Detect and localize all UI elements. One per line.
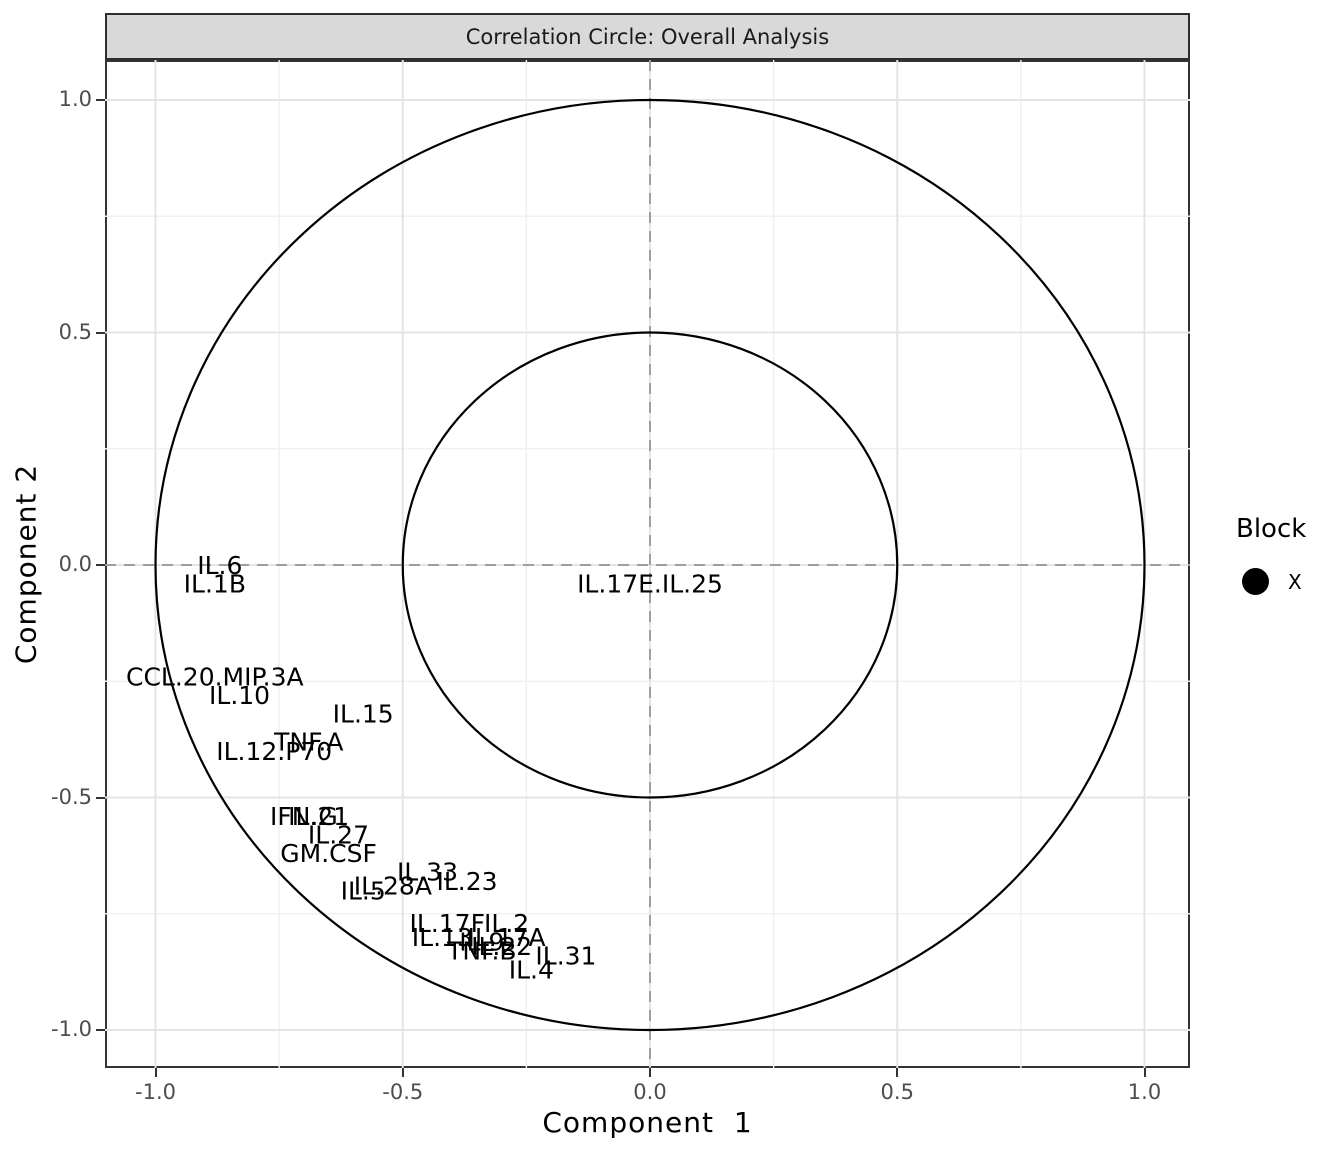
y-tick-label: 0.0: [58, 552, 92, 576]
y-tick-mark: [96, 564, 105, 566]
y-tick-mark: [96, 796, 105, 799]
variable-label: IL.6: [197, 551, 242, 580]
x-tick-mark: [1143, 1068, 1146, 1077]
x-tick-label: 0.5: [880, 1080, 914, 1104]
legend-key-circle-icon: [1242, 568, 1269, 595]
variable-label: IL.2: [484, 909, 529, 938]
correlation-circle-inner: [401, 331, 899, 799]
x-tick-label: 0.0: [633, 1080, 667, 1104]
x-tick-mark: [649, 1068, 651, 1077]
legend: Block X: [1232, 514, 1306, 595]
variable-label: IL.31: [535, 941, 596, 970]
x-tick-label: -1.0: [135, 1080, 176, 1104]
variable-label: IL.33: [397, 858, 458, 887]
variable-label: IFN.G: [270, 802, 338, 831]
variable-label: IL.28A: [354, 872, 432, 901]
variable-label: IL.23: [437, 867, 498, 896]
x-tick-label: -0.5: [382, 1080, 424, 1104]
plot-title-strip: Correlation Circle: Overall Analysis: [105, 13, 1190, 60]
x-tick-label: 1.0: [1127, 1080, 1162, 1104]
x-axis-title: Component 1: [542, 1106, 753, 1139]
variable-label: IL.17E.IL.25: [577, 569, 723, 598]
variable-label: IL.13: [412, 923, 473, 952]
variable-label: IL.9: [459, 927, 504, 956]
y-tick-mark: [96, 331, 105, 334]
variable-label: IL.21: [288, 802, 349, 831]
variable-label: IL.5: [341, 876, 386, 905]
variable-label: IL.22: [471, 932, 532, 961]
x-tick-mark: [401, 1068, 404, 1077]
x-tick-mark: [896, 1068, 899, 1077]
variable-label: IL.4: [509, 955, 554, 984]
variable-label: IL.15: [333, 700, 394, 729]
y-tick-label: -1.0: [51, 1017, 92, 1041]
variable-label: IL.12.P70: [216, 737, 332, 766]
variable-label: TNF.B: [446, 937, 516, 966]
variable-label: IL.1B: [184, 569, 246, 598]
variable-label: CCL.20.MIP.3A: [126, 662, 304, 691]
x-tick-mark: [154, 1068, 157, 1077]
variable-label: IL.10: [209, 681, 270, 710]
y-tick-mark: [96, 1029, 105, 1031]
variable-label: TNF.A: [273, 727, 343, 756]
y-tick-label: 0.5: [58, 319, 92, 344]
legend-title: Block: [1236, 514, 1307, 544]
variable-label: IL.27: [308, 820, 369, 849]
y-tick-label: 1.0: [58, 87, 92, 111]
variable-label: GM.CSF: [280, 839, 377, 868]
variable-label: IL.17A: [468, 923, 546, 952]
legend-item: X: [1232, 568, 1306, 595]
y-tick-label: -0.5: [51, 784, 92, 809]
plot-title: Correlation Circle: Overall Analysis: [465, 24, 830, 49]
y-tick-mark: [96, 99, 105, 101]
legend-item-label: X: [1288, 569, 1302, 594]
plot-panel: IL.6 IL.1B IL.17E.IL.25 CCL.20.MIP.3A IL.10 I…: [105, 60, 1190, 1068]
correlation-circle-outer: [154, 98, 1146, 1032]
variable-label: IL.17F: [410, 909, 485, 938]
